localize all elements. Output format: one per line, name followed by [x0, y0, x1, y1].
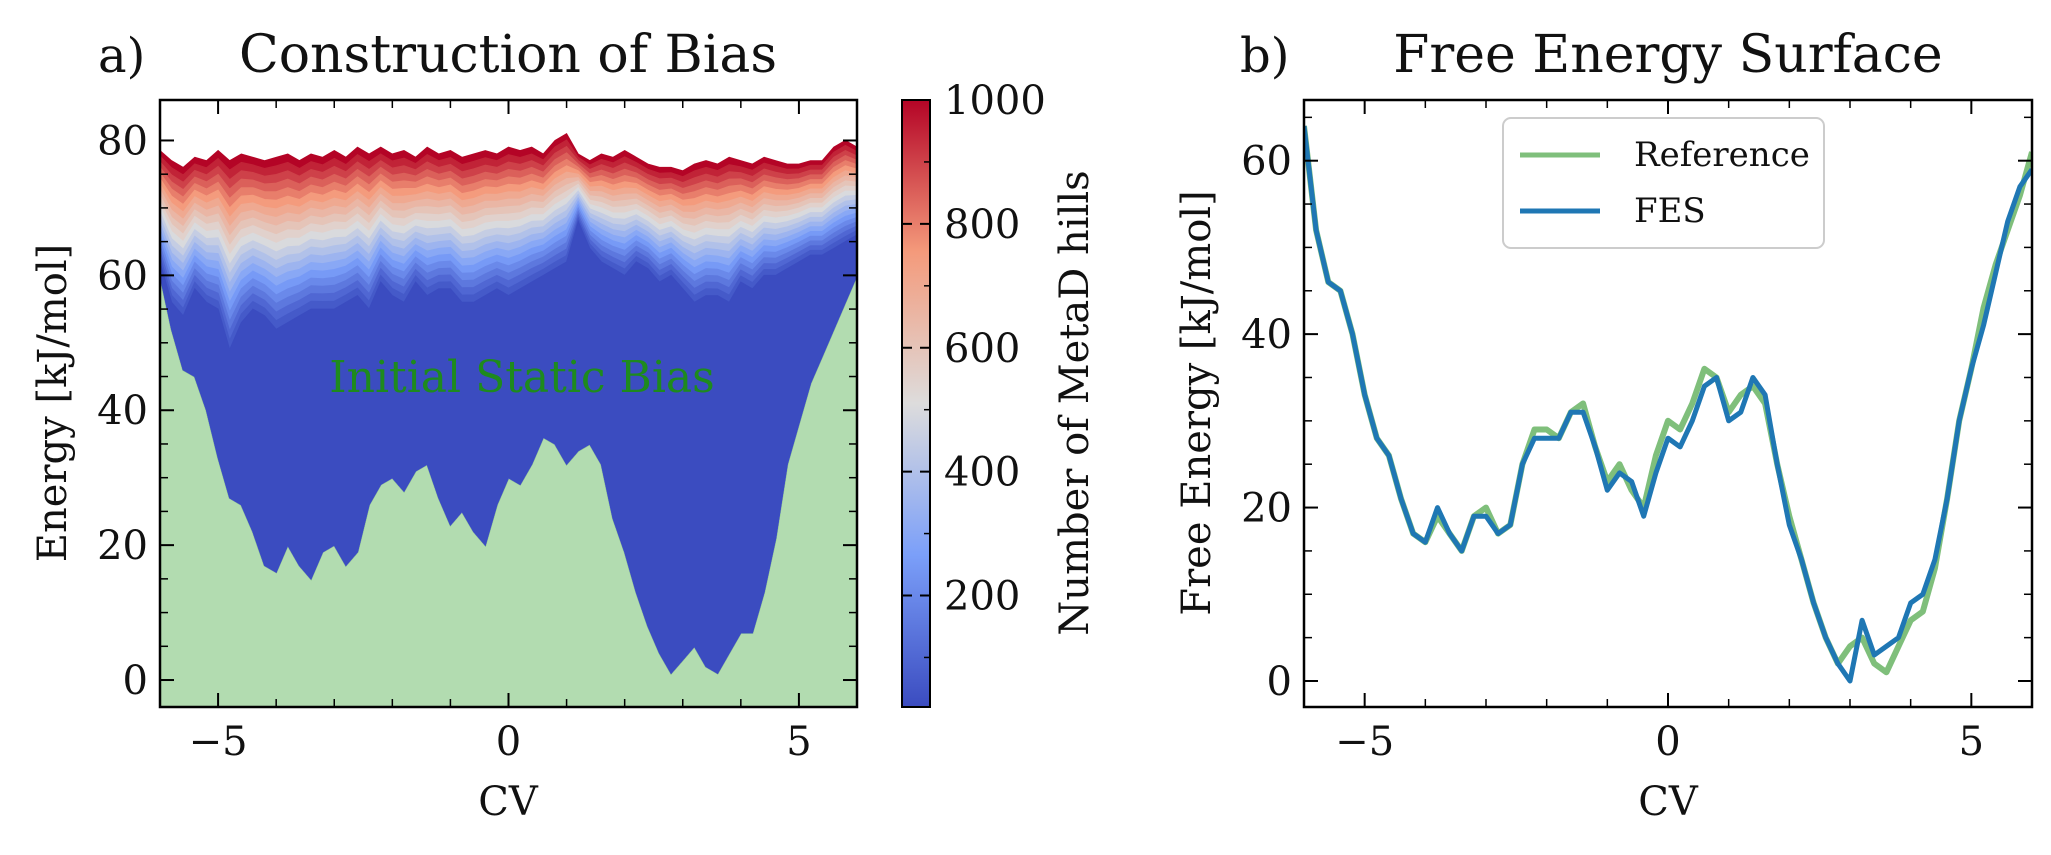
y-tick-label: 80 — [97, 118, 148, 164]
panel-a-ylabel: Energy [kJ/mol] — [30, 244, 76, 562]
colorbar-tick-label: 400 — [944, 450, 1020, 496]
colorbar-tick-label: 600 — [944, 326, 1020, 372]
colorbar-ticks: 200 400 600 800 1000 — [902, 78, 1046, 659]
y-tick-label: 20 — [97, 523, 148, 569]
y-tick-label: 20 — [1241, 486, 1292, 532]
panel-b: b) Free Energy Surface −5 0 5 0 20 40 60 CV Fr… — [1174, 25, 2034, 825]
colorbar-label: Number of MetaD hills — [1052, 170, 1098, 635]
colorbar-tick-label: 200 — [944, 574, 1020, 620]
static-bias-annotation: Initial Static Bias — [329, 352, 715, 403]
x-tick-label: −5 — [189, 719, 248, 765]
panel-b-xlabel: CV — [1638, 779, 1699, 825]
fes-line — [1304, 125, 2032, 684]
panel-a-ticks: −5 0 5 0 20 40 60 80 — [97, 100, 858, 765]
panel-b-title: Free Energy Surface — [1393, 25, 1942, 85]
panel-a-title: Construction of Bias — [239, 25, 777, 85]
y-tick-label: 0 — [1267, 659, 1292, 705]
panel-a-xlabel: CV — [478, 779, 539, 825]
legend-label-fes: FES — [1634, 191, 1706, 231]
y-tick-label: 60 — [1241, 139, 1292, 185]
y-tick-label: 40 — [97, 388, 148, 434]
y-tick-label: 60 — [97, 253, 148, 299]
x-tick-label: 5 — [1959, 719, 1984, 765]
colorbar — [901, 99, 931, 708]
panel-b-plot-area — [1304, 125, 2032, 684]
x-tick-label: −5 — [1335, 719, 1394, 765]
x-tick-label: 0 — [1655, 719, 1680, 765]
bias-layer — [160, 219, 857, 675]
legend-label-reference: Reference — [1634, 135, 1810, 175]
colorbar-tick-label: 800 — [944, 202, 1020, 248]
y-tick-label: 0 — [123, 658, 148, 704]
panel-a-plot-area — [160, 133, 857, 707]
y-tick-label: 40 — [1241, 312, 1292, 358]
legend: Reference FES — [1502, 117, 1825, 249]
panel-a: a) Construction of Bias Initial Static B… — [30, 25, 1098, 825]
x-tick-label: 5 — [786, 719, 811, 765]
panel-b-ylabel: Free Energy [kJ/mol] — [1174, 190, 1220, 615]
panel-b-ticks: −5 0 5 0 20 40 60 — [1241, 100, 2033, 765]
legend-frame — [1502, 117, 1825, 249]
x-tick-label: 0 — [496, 719, 521, 765]
panel-a-tag: a) — [98, 28, 145, 84]
panel-b-tag: b) — [1240, 28, 1289, 84]
colorbar-tick-label: 1000 — [944, 78, 1046, 124]
